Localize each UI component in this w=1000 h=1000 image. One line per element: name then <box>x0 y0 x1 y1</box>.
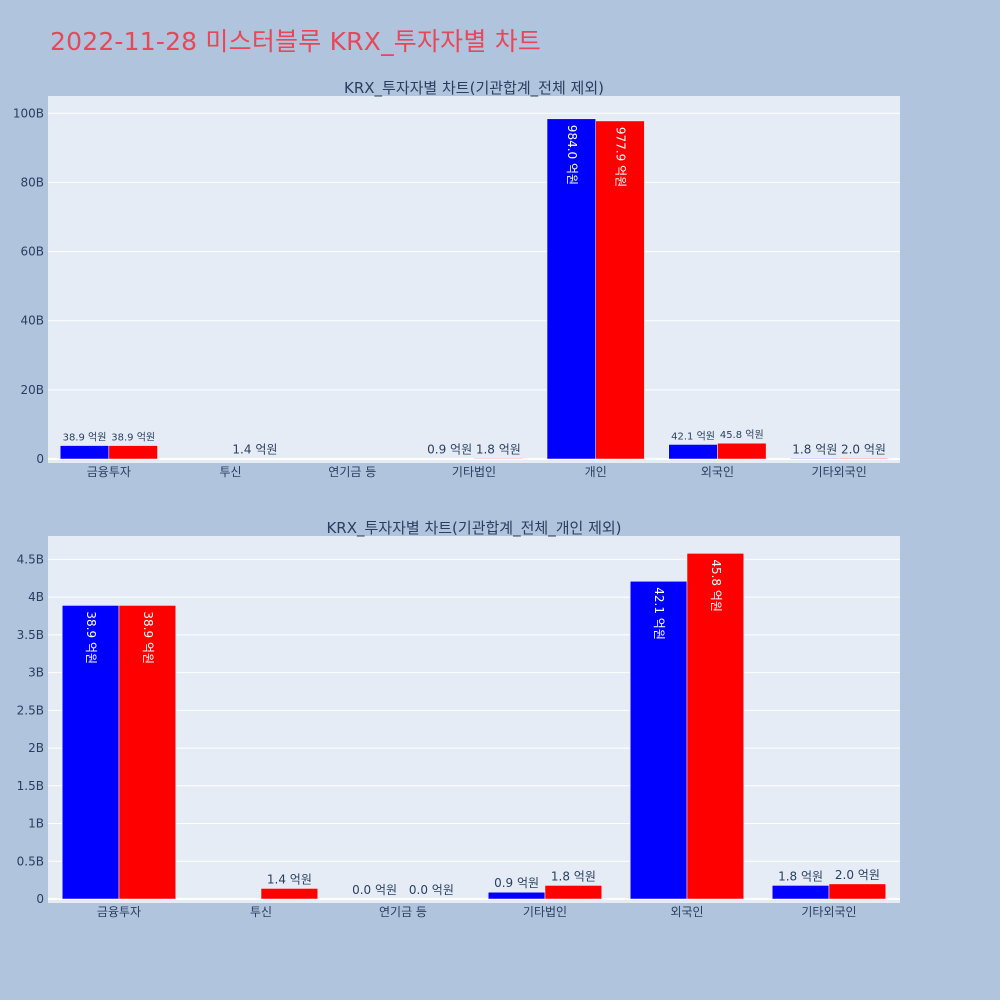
data-label: 45.8 억원 <box>709 559 723 612</box>
data-label: 45.8 억원 <box>720 429 764 441</box>
y-tick-label: 0.5B <box>17 854 44 868</box>
bar <box>61 605 120 900</box>
data-label: 1.8 억원 <box>551 869 596 883</box>
data-label: 1.4 억원 <box>267 872 312 886</box>
y-tick-label: 1.5B <box>17 779 44 793</box>
y-tick-label: 3B <box>28 666 44 680</box>
bar <box>59 445 110 460</box>
x-tick-label: 외국인 <box>670 905 703 919</box>
x-tick-label: 기타법인 <box>523 905 567 919</box>
y-tick-label: 0 <box>36 452 44 466</box>
data-label: 1.8 억원 <box>778 869 823 883</box>
y-tick-label: 100B <box>13 106 44 120</box>
x-tick-label: 연기금 등 <box>328 465 376 479</box>
data-label: 2.0 억원 <box>835 868 880 882</box>
bar <box>108 445 158 460</box>
x-tick-label: 금융투자 <box>87 465 131 479</box>
data-label: 984.0 억원 <box>565 125 579 185</box>
y-tick-label: 3.5B <box>17 628 44 642</box>
bar <box>838 458 889 460</box>
y-tick-label: 40B <box>20 314 44 328</box>
bar <box>686 553 745 900</box>
y-tick-label: 60B <box>20 245 44 259</box>
chart-2: 0 0.5B 1B 1.5B 2B 2.5B 3B 3.5B 4B 4.5B KRX_투자자별 차트… <box>17 519 900 919</box>
data-label: 0.0 억원 <box>352 883 397 897</box>
x-tick-label: 투신 <box>250 905 272 919</box>
data-label: 0.0 억원 <box>409 883 454 897</box>
x-tick-label: 금융투자 <box>97 905 141 919</box>
bar <box>487 891 546 900</box>
x-tick-label: 기타법인 <box>452 465 496 479</box>
bar <box>790 458 840 460</box>
bar <box>260 888 319 900</box>
data-label: 42.1 억원 <box>671 430 715 442</box>
data-label: 1.8 억원 <box>792 442 837 456</box>
x-tick-label: 연기금 등 <box>379 905 427 919</box>
data-label: 38.9 억원 <box>111 432 155 444</box>
y-tick-label: 1B <box>28 817 44 831</box>
data-label: 38.9 억원 <box>141 611 155 664</box>
bar <box>595 120 645 460</box>
data-label: 38.9 억원 <box>63 432 107 444</box>
bar <box>668 444 718 460</box>
bar <box>473 458 523 460</box>
y-tick-label: 4B <box>28 590 44 604</box>
chart-title: KRX_투자자별 차트(기관합계_전체 제외) <box>344 79 604 98</box>
data-label: 0.9 억원 <box>494 876 539 890</box>
bar <box>544 885 603 900</box>
chart-1: 0 20B 40B 60B 80B 100B KRX_투자자별 차트(기관합계_전체 제외)… <box>13 79 900 479</box>
x-tick-label: 외국인 <box>701 465 734 479</box>
bar <box>118 605 177 900</box>
bar <box>629 581 688 900</box>
data-label: 42.1 억원 <box>652 587 666 640</box>
y-tick-label: 2.5B <box>17 703 44 717</box>
x-tick-label: 개인 <box>585 465 607 479</box>
y-tick-label: 4.5B <box>17 552 44 566</box>
data-label: 1.8 억원 <box>476 442 521 456</box>
data-label: 2.0 억원 <box>841 442 886 456</box>
x-tick-label: 기타외국인 <box>801 905 856 919</box>
data-label: 977.9 억원 <box>614 127 628 187</box>
bar <box>771 885 830 900</box>
bar <box>717 442 767 460</box>
page-title: 2022-11-28 미스터블루 KRX_투자자별 차트 <box>50 27 542 56</box>
y-tick-label: 80B <box>20 175 44 189</box>
bar <box>828 883 887 900</box>
data-label: 38.9 억원 <box>84 611 98 664</box>
data-label: 1.4 억원 <box>232 443 277 457</box>
x-tick-label: 투신 <box>220 465 242 479</box>
data-label: 0.9 억원 <box>427 443 472 457</box>
y-tick-label: 2B <box>28 741 44 755</box>
plot-area <box>48 96 900 463</box>
y-tick-label: 0 <box>36 892 44 906</box>
x-tick-label: 기타외국인 <box>812 465 867 479</box>
chart-title: KRX_투자자별 차트(기관합계_전체_개인 제외) <box>326 519 621 538</box>
y-tick-label: 20B <box>20 383 44 397</box>
